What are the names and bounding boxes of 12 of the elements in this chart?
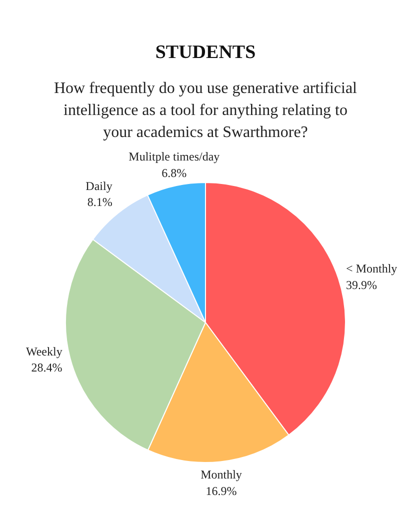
slice-label: Mulitple times/day	[128, 150, 220, 164]
data-label: 16.9%	[206, 484, 237, 498]
slice-label: Monthly	[200, 468, 242, 482]
slice-label: Daily	[86, 178, 112, 193]
chart-title: STUDENTS	[155, 42, 256, 63]
data-label: 39.9%	[346, 278, 378, 292]
data-label: 6.8%	[162, 166, 187, 180]
chart-subtitle: How frequently do you use generative artificial intelligence as a tool for anything relating to your academics at Swarthmore?	[54, 80, 358, 141]
data-label: 8.1%	[87, 195, 112, 210]
slice-label: Weekly	[26, 344, 62, 358]
data-label: 28.4%	[31, 360, 62, 374]
slice-label: < Monthly	[346, 262, 398, 276]
